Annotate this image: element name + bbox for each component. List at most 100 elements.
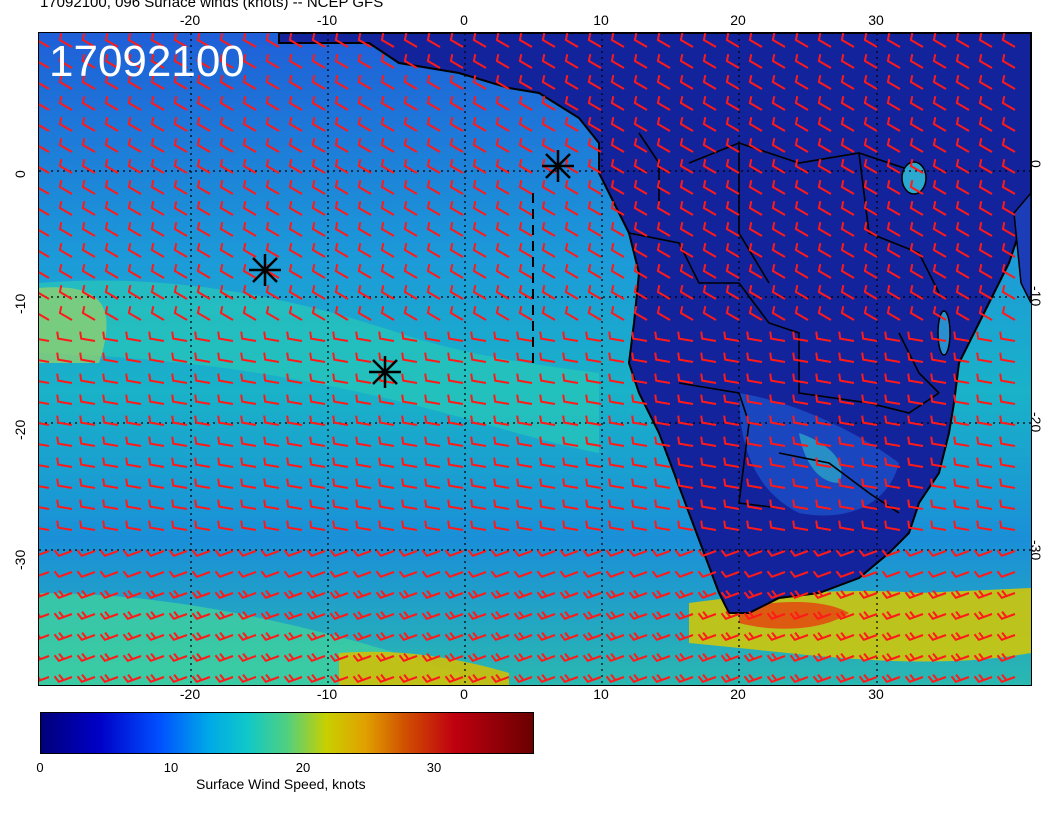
wind-barb <box>447 499 464 510</box>
wind-barb <box>102 457 119 468</box>
wind-barb <box>426 305 441 321</box>
wind-barb <box>332 415 349 426</box>
wind-barb <box>334 137 349 153</box>
wind-barb <box>996 589 1016 599</box>
wind-barb <box>654 436 671 447</box>
wind-barb <box>329 631 349 641</box>
wind-core-southeast <box>739 601 849 629</box>
wind-barb <box>194 394 211 405</box>
wind-barb <box>700 499 717 510</box>
wind-barb <box>217 457 234 468</box>
wind-barb <box>628 631 648 641</box>
wind-barb <box>311 95 326 111</box>
wind-barb <box>401 499 418 510</box>
wind-barb <box>58 33 73 48</box>
wind-map[interactable]: 17092100 <box>38 32 1032 686</box>
wind-barb <box>447 415 464 426</box>
wind-barb <box>978 95 993 111</box>
wind-barb <box>702 263 717 279</box>
wind-barb <box>539 436 556 447</box>
wind-barb <box>122 610 142 620</box>
wind-barb <box>237 610 257 620</box>
wind-barb <box>815 457 832 468</box>
wind-barb <box>286 436 303 447</box>
wind-barb <box>628 570 648 578</box>
wind-barb <box>840 200 855 216</box>
wind-barb <box>999 415 1016 426</box>
wind-barb <box>677 436 694 447</box>
wind-barb <box>311 242 326 258</box>
wind-barb <box>769 478 786 489</box>
wind-barb <box>403 74 418 90</box>
wind-barb <box>403 33 418 48</box>
wind-barb <box>403 116 418 132</box>
wind-barb <box>493 499 510 510</box>
wind-barb <box>449 221 464 237</box>
wind-barb <box>792 352 809 363</box>
wind-barb <box>720 570 740 578</box>
wind-barb <box>789 610 809 620</box>
wind-barb <box>265 74 280 90</box>
wind-barb <box>58 221 73 237</box>
wind-barb <box>950 549 970 557</box>
wind-barb <box>631 499 648 510</box>
wind-barb <box>334 74 349 90</box>
wind-barb <box>539 373 556 384</box>
wind-barb <box>651 610 671 620</box>
wind-barb <box>700 415 717 426</box>
wind-barb <box>748 242 763 258</box>
wind-barb <box>472 116 487 132</box>
wind-barb <box>858 652 878 662</box>
wind-barb <box>564 200 579 216</box>
wind-barb <box>656 221 671 237</box>
top-tick-label: 20 <box>730 12 746 28</box>
wind-barb <box>633 179 648 195</box>
wind-barb <box>835 631 855 641</box>
wind-barb <box>334 179 349 195</box>
wind-barb <box>449 116 464 132</box>
wind-barb <box>679 116 694 132</box>
wind-barb <box>260 570 280 578</box>
wind-barb <box>536 570 556 578</box>
wind-barb <box>240 520 257 531</box>
wind-barb <box>39 243 50 258</box>
wind-barb <box>605 652 625 662</box>
wind-barb <box>562 499 579 510</box>
wind-barb <box>582 589 602 599</box>
wind-barb <box>725 95 740 111</box>
wind-barb <box>426 158 441 174</box>
wind-barb <box>863 179 878 195</box>
wind-barb <box>196 116 211 132</box>
wind-barb <box>587 242 602 258</box>
wind-barb <box>53 549 73 557</box>
wind-barb <box>585 457 602 468</box>
wind-barb <box>516 331 533 342</box>
wind-barb <box>288 33 303 48</box>
wind-barb <box>355 394 372 405</box>
wind-barb <box>999 457 1016 468</box>
wind-barb <box>838 331 855 342</box>
wind-barb <box>426 116 441 132</box>
wind-barb <box>516 478 533 489</box>
wind-barb <box>697 589 717 599</box>
wind-barb <box>815 478 832 489</box>
wind-barb <box>145 631 165 641</box>
wind-barb <box>674 631 694 641</box>
wind-barb <box>217 331 234 342</box>
wind-barb <box>1001 116 1016 132</box>
wind-barb <box>541 263 556 279</box>
wind-barb <box>587 116 602 132</box>
wind-barb <box>909 137 924 153</box>
wind-barb <box>265 284 280 300</box>
wind-barb <box>633 33 648 48</box>
wind-barb <box>725 305 740 321</box>
wind-barb <box>283 673 303 683</box>
wind-barb <box>720 610 740 620</box>
wind-barb <box>58 284 73 300</box>
wind-barb <box>608 520 625 531</box>
wind-barb <box>39 592 50 598</box>
wind-barb <box>39 75 50 90</box>
wind-barb <box>168 610 188 620</box>
wind-barb <box>559 673 579 683</box>
wind-barb <box>562 352 579 363</box>
